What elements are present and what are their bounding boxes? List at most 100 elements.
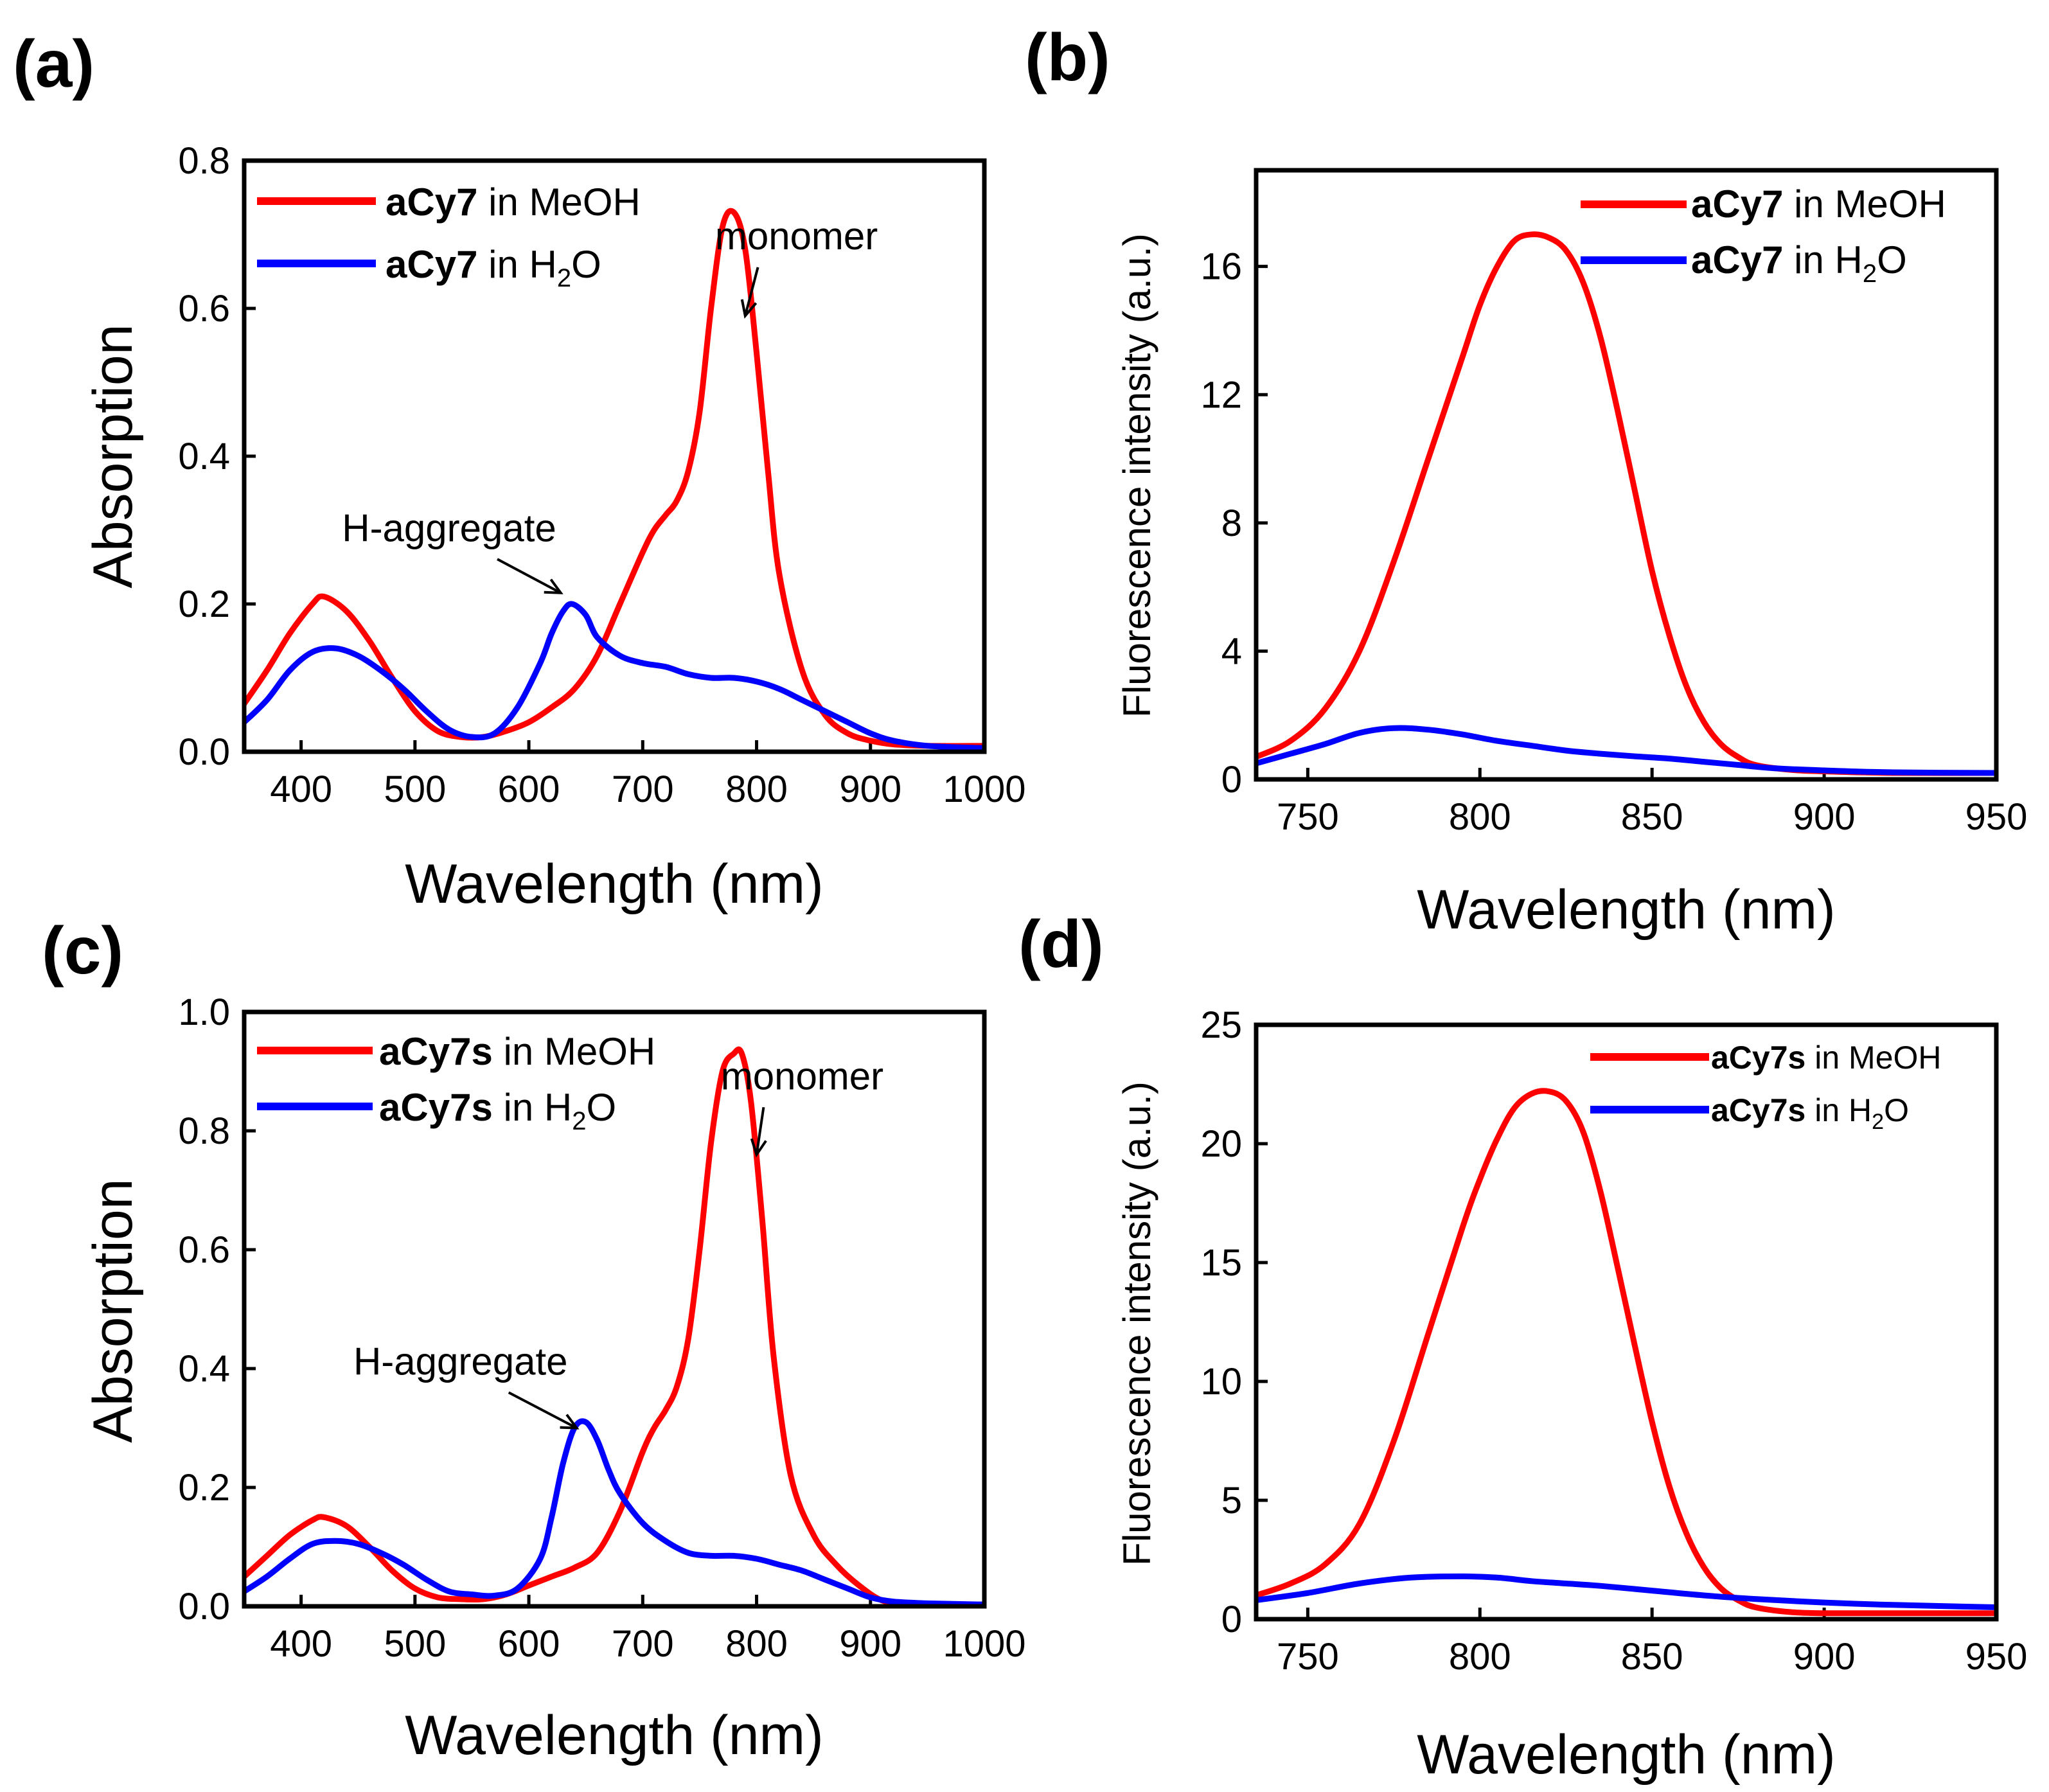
- y-tick-label-a-0.4: 0.4: [178, 436, 230, 477]
- legend-a: aCy7 in MeOH aCy7 in H2O: [257, 181, 641, 292]
- y-tick-label-b-0: 0: [1221, 759, 1242, 801]
- x-tick-label-a-700: 700: [612, 768, 674, 810]
- series-line-c-water: [244, 1418, 984, 1606]
- x-tick-label-d-950: 950: [1965, 1636, 2028, 1678]
- y-tick-label-c-0.6: 0.6: [178, 1229, 230, 1271]
- x-tick-label-c-800: 800: [725, 1623, 788, 1665]
- x-tick-label-d-900: 900: [1793, 1636, 1856, 1678]
- y-tick-label-b-16: 16: [1200, 246, 1242, 288]
- y-tick-label-c-1: 1.0: [178, 991, 230, 1033]
- legend-label-b-water: aCy7 in H2O: [1691, 238, 1907, 288]
- legend-label-a-meoh: aCy7 in MeOH: [386, 181, 641, 224]
- x-tick-label-d-800: 800: [1449, 1636, 1511, 1678]
- x-tick-label-b-800: 800: [1449, 796, 1511, 838]
- x-tick-label-b-900: 900: [1793, 796, 1856, 838]
- plot-frame-c: [242, 1009, 987, 1609]
- panel-a: (a) 400 500 600 700 800 900 1000 0.0 0.2 0.4 0.6 0.…: [13, 27, 1026, 915]
- series-line-a-water: [244, 601, 984, 751]
- legend-label-b-meoh: aCy7 in MeOH: [1691, 182, 1946, 226]
- plot-area-c: 400 500 600 700 800 900 1000 0.0 0.2 0.4 0.6 0.8 1.0…: [178, 991, 1025, 1665]
- panel-label-b: (b): [1025, 21, 1110, 95]
- annotation-a-monomer: monomer: [715, 215, 878, 258]
- plot-area-b: 750 800 850 900 950 0 4 8 12 16: [1200, 231, 2028, 838]
- y-tick-label-a-0: 0.0: [178, 731, 230, 773]
- x-tick-label-b-950: 950: [1965, 796, 2028, 838]
- annotation-arrowhead-a-1: [544, 578, 563, 594]
- y-axis-title-a: Absorption: [82, 324, 144, 588]
- x-tick-label-a-800: 800: [725, 768, 788, 810]
- series-line-c-meoh: [244, 1046, 984, 1606]
- x-tick-label-d-850: 850: [1621, 1636, 1683, 1678]
- annotation-c-monomer: monomer: [721, 1054, 883, 1097]
- legend-label-d-water: aCy7s in H2O: [1711, 1092, 1909, 1134]
- annotation-arrow-c-1: [508, 1391, 578, 1430]
- panel-label-c: (c): [42, 914, 123, 988]
- annotation-arrowhead-c-0: [750, 1138, 767, 1158]
- legend-label-d-meoh: aCy7s in MeOH: [1711, 1040, 1942, 1076]
- x-tick-label-c-1000: 1000: [943, 1623, 1025, 1665]
- x-tick-label-c-400: 400: [270, 1623, 332, 1665]
- x-tick-label-c-600: 600: [498, 1623, 560, 1665]
- panel-c: (c) 400 500 600 700 800 900 1000 0.0 0.2 0.4 0.6 0.…: [42, 914, 1026, 1766]
- annotation-c-h-aggregate: H-aggregate: [353, 1340, 568, 1383]
- y-tick-label-a-0.8: 0.8: [178, 140, 230, 182]
- x-tick-label-a-400: 400: [270, 768, 332, 810]
- annotation-arrow-a-0: [743, 267, 759, 317]
- series-line-b-water: [1256, 725, 1996, 776]
- plot-frame-a: [242, 158, 987, 754]
- x-tick-label-c-500: 500: [384, 1623, 446, 1665]
- plot-area-d: 750 800 850 900 950 0 5 10 15 20 25: [1200, 1004, 2027, 1678]
- y-tick-label-d-10: 10: [1200, 1361, 1242, 1403]
- x-tick-label-b-750: 750: [1277, 796, 1339, 838]
- annotation-a-h-aggregate: H-aggregate: [342, 506, 556, 549]
- x-axis-title-d: Wavelength (nm): [1417, 1724, 1836, 1786]
- x-tick-label-a-600: 600: [498, 768, 560, 810]
- y-tick-label-d-0: 0: [1221, 1599, 1242, 1640]
- series-line-a-meoh: [244, 208, 984, 749]
- panel-label-d: (d): [1018, 907, 1104, 982]
- annotation-arrowhead-c-1: [560, 1414, 580, 1430]
- y-axis-title-c: Absorption: [82, 1178, 144, 1442]
- series-line-d-meoh: [1256, 1088, 1996, 1617]
- y-tick-label-b-4: 4: [1221, 630, 1242, 672]
- x-tick-label-a-500: 500: [384, 768, 446, 810]
- legend-label-a-water: aCy7 in H2O: [386, 243, 601, 292]
- x-tick-label-b-850: 850: [1621, 796, 1683, 838]
- legend-b: aCy7 in MeOH aCy7 in H2O: [1581, 182, 1946, 288]
- y-tick-label-c-0: 0.0: [178, 1586, 230, 1628]
- y-tick-label-d-20: 20: [1200, 1123, 1242, 1165]
- panel-label-a: (a): [13, 27, 94, 102]
- y-axis-title-b: Fluorescence intensity (a.u.): [1115, 233, 1158, 718]
- plot-frame-d: [1254, 1022, 1999, 1622]
- y-tick-label-d-25: 25: [1200, 1004, 1242, 1046]
- annotation-arrowhead-a-0: [740, 299, 758, 319]
- annotation-arrow-c-0: [755, 1106, 765, 1155]
- y-tick-label-c-0.8: 0.8: [178, 1110, 230, 1152]
- x-axis-title-a: Wavelength (nm): [405, 853, 824, 915]
- panel-d: (d) 750 800 850 900 950 0 5 10 15 20 25 Wavelength…: [1018, 907, 2027, 1786]
- panel-b: (b) 750 800 850 900 950 0 4 8 12 16 Wavelength (n…: [1025, 21, 2027, 941]
- series-line-d-water: [1256, 1573, 1996, 1610]
- x-tick-label-a-900: 900: [839, 768, 901, 810]
- plot-frame-b: [1254, 168, 1999, 782]
- y-tick-label-a-0.6: 0.6: [178, 288, 230, 330]
- y-tick-label-c-0.4: 0.4: [178, 1348, 230, 1390]
- legend-label-c-water: aCy7s in H2O: [379, 1086, 616, 1135]
- x-axis-title-c: Wavelength (nm): [405, 1705, 824, 1766]
- x-axis-title-b: Wavelength (nm): [1417, 879, 1836, 941]
- x-tick-label-d-750: 750: [1277, 1636, 1339, 1678]
- y-tick-label-a-0.2: 0.2: [178, 583, 230, 625]
- legend-d: aCy7s in MeOH aCy7s in H2O: [1590, 1040, 1942, 1134]
- x-tick-label-a-1000: 1000: [943, 768, 1025, 810]
- y-tick-label-d-5: 5: [1221, 1480, 1242, 1521]
- y-axis-title-d: Fluorescence intensity (a.u.): [1115, 1081, 1158, 1566]
- legend-c: aCy7s in MeOH aCy7s in H2O: [257, 1030, 655, 1135]
- legend-label-c-meoh: aCy7s in MeOH: [379, 1030, 655, 1073]
- series-line-b-meoh: [1256, 231, 1996, 776]
- x-tick-label-c-900: 900: [839, 1623, 901, 1665]
- y-tick-label-c-0.2: 0.2: [178, 1467, 230, 1509]
- annotation-arrow-a-1: [497, 558, 562, 594]
- y-tick-label-b-12: 12: [1200, 374, 1242, 416]
- y-tick-label-b-8: 8: [1221, 502, 1242, 544]
